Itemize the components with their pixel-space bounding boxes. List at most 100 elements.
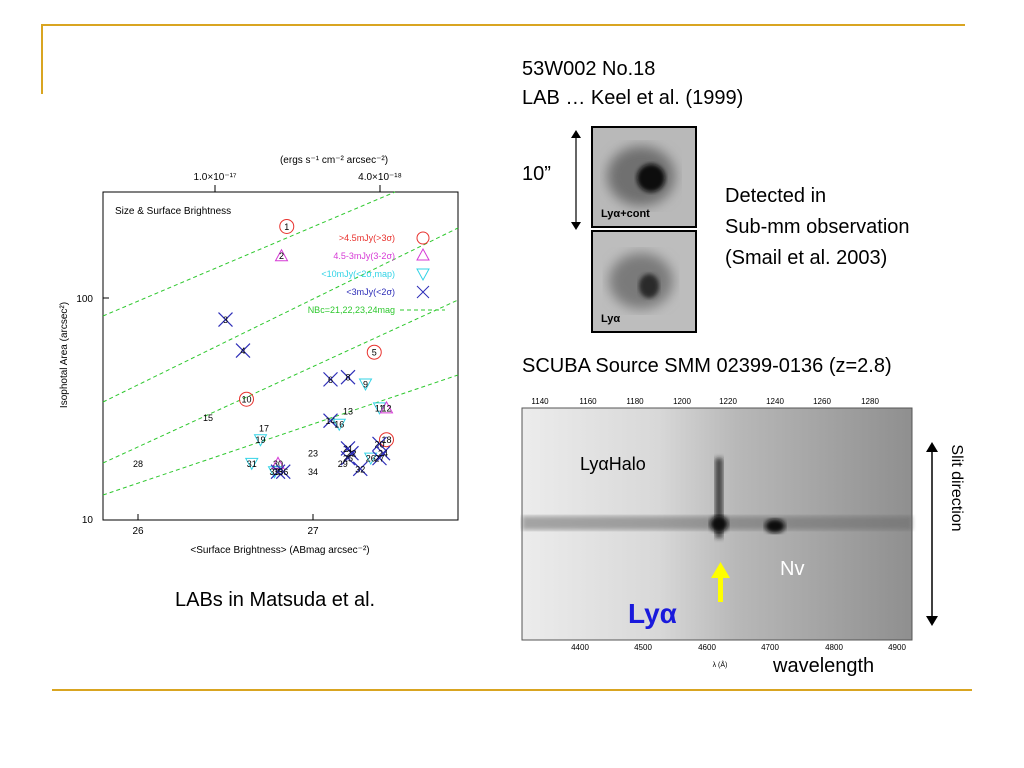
point-label: 28 <box>133 459 143 469</box>
point-marker-x <box>344 445 359 461</box>
x-axis-label: <Surface Brightness> (ABmag arcsec⁻²) <box>190 545 369 556</box>
point-marker-x <box>372 450 387 466</box>
point-label: 26 <box>366 454 376 464</box>
legend-triangle-down-marker <box>416 268 430 282</box>
stamp-top-label: Lyα+cont <box>601 208 650 220</box>
top-rule <box>41 24 965 26</box>
header-line-2: LAB … Keel et al. (1999) <box>522 87 744 109</box>
stamp-lya-blob <box>609 253 673 309</box>
point-label: 23 <box>308 449 318 459</box>
point-marker-circle <box>366 344 382 360</box>
matsuda-scatter-figure: (ergs s⁻¹ cm⁻² arcsec⁻²) 1.0×10⁻¹⁷ 4.0×1… <box>59 155 459 556</box>
x-tick-label: 27 <box>307 526 319 537</box>
header-line-1: 53W002 No.18 <box>522 58 656 80</box>
bottom-wavelength-tick: 4600 <box>698 643 716 652</box>
x-tick-label: 26 <box>132 526 144 537</box>
bottom-wavelength-tick: 4400 <box>571 643 589 652</box>
point-marker-triangle-down <box>358 378 373 392</box>
lya-halo-emission <box>715 458 723 538</box>
left-caption: LABs in Matsuda et al. <box>175 589 376 611</box>
slit-direction-label: Slit direction <box>948 444 965 532</box>
point-label: 29 <box>338 459 348 469</box>
point-label: 8 <box>345 373 350 383</box>
top-wavelength-tick: 1160 <box>579 397 597 406</box>
legend-label: NBc=21,22,23,24mag <box>308 305 395 315</box>
point-label: 6 <box>328 375 333 385</box>
data-points: 1234568910111213141516171819202122232425… <box>133 218 394 480</box>
point-label: 9 <box>363 379 368 389</box>
point-marker-triangle-up <box>274 248 289 262</box>
point-marker-circle <box>239 391 254 407</box>
point-label: 17 <box>259 423 269 433</box>
y-tick-label: 100 <box>76 294 93 305</box>
point-marker-x <box>340 369 356 385</box>
legend-label: 4.5-3mJy(3-2σ) <box>333 251 395 261</box>
legend-label: <10mJy(<2σ,map) <box>321 269 395 279</box>
top-tick-label: 1.0×10⁻¹⁷ <box>193 172 236 183</box>
legend-label: >4.5mJy(>3σ) <box>339 233 395 243</box>
point-marker-x <box>275 464 291 480</box>
lya-image-stamps: Lyα+cont Lyα <box>591 126 697 333</box>
detected-line-3: (Smail et al. 2003) <box>725 247 888 269</box>
nb-lines <box>102 191 459 496</box>
left-rule <box>41 24 43 94</box>
scuba-title: SCUBA Source SMM 02399-0136 (z=2.8) <box>522 355 892 377</box>
legend-label: <3mJy(<2σ) <box>346 287 395 297</box>
scale-label: 10” <box>522 163 551 185</box>
top-wavelength-tick: 1220 <box>719 397 737 406</box>
slit-direction-arrow <box>926 442 938 626</box>
top-wavelength-tick: 1140 <box>531 397 549 406</box>
point-marker-x <box>352 461 368 477</box>
spectrum-figure: 1140 1160 1180 1200 1220 1240 1260 1280 … <box>521 397 913 669</box>
point-label: 12 <box>381 403 391 413</box>
point-marker-triangle-down <box>253 434 268 447</box>
stamp-lya-cont-blob <box>607 146 675 206</box>
nb-line <box>102 299 459 464</box>
nb-line <box>102 227 459 403</box>
spectrum-x-axis-label: λ (Å) <box>713 660 728 669</box>
point-label: 15 <box>203 413 213 423</box>
top-axis-title: (ergs s⁻¹ cm⁻² arcsec⁻²) <box>280 155 388 166</box>
legend-triangle-up-marker <box>416 247 430 261</box>
point-label: 13 <box>343 406 353 416</box>
point-marker-x <box>323 413 338 429</box>
lya-line-core <box>710 516 728 532</box>
point-marker-x <box>375 445 391 461</box>
lya-label: Lyα <box>628 598 677 629</box>
point-marker-circle <box>379 432 394 448</box>
nv-label: Nv <box>780 558 804 580</box>
legend-title: Size & Surface Brightness <box>115 206 231 217</box>
bottom-wavelength-tick: 4700 <box>761 643 779 652</box>
y-axis-label: Isophotal Area (arcsec²) <box>59 302 70 408</box>
plot-frame <box>102 191 459 521</box>
point-label: 18 <box>381 435 391 445</box>
point-label: 20 <box>374 439 384 449</box>
point-label: 11 <box>375 403 384 413</box>
bottom-wavelength-tick: 4500 <box>634 643 652 652</box>
bottom-rule <box>52 689 972 691</box>
point-label: 22 <box>346 449 356 459</box>
point-label: 31 <box>247 459 257 469</box>
point-marker-x <box>235 343 251 358</box>
y-tick-label: 10 <box>82 515 94 526</box>
point-marker-x <box>372 436 387 452</box>
top-wavelength-tick: 1200 <box>673 397 691 406</box>
bottom-wavelength-tick: 4800 <box>825 643 843 652</box>
point-label: 16 <box>334 420 344 430</box>
point-marker-x <box>270 464 286 480</box>
legend-x-marker <box>416 285 430 299</box>
point-label: 34 <box>308 467 318 477</box>
point-label: 27 <box>374 454 384 464</box>
lya-pointer-arrow <box>711 562 730 602</box>
wavelength-label: wavelength <box>773 655 875 677</box>
point-label: 35 <box>273 467 283 477</box>
point-marker-triangle-down <box>244 457 259 471</box>
nb-line <box>102 191 396 317</box>
legend-circle-marker <box>416 231 430 245</box>
detected-line-1: Detected in <box>725 185 827 207</box>
point-marker-x <box>323 371 338 387</box>
detected-line-2: Sub-mm observation <box>725 216 910 238</box>
top-wavelength-tick: 1180 <box>626 397 644 406</box>
top-wavelength-tick: 1260 <box>813 397 831 406</box>
point-label: 1 <box>284 222 289 232</box>
